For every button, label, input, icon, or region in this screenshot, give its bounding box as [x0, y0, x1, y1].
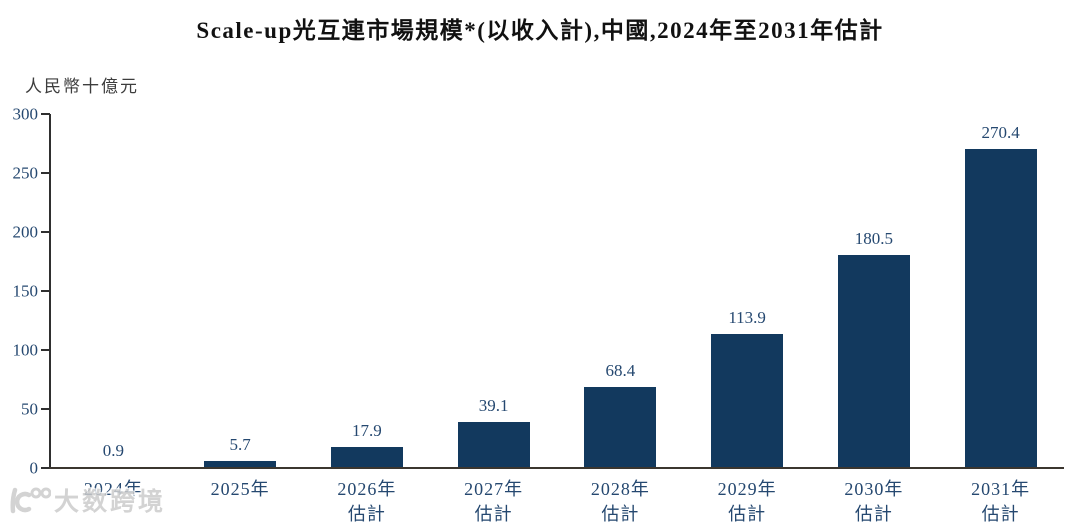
bar-value-label: 0.9	[102, 440, 124, 460]
chart-title: Scale-up光互連市場規模*(以收入計),中國,2024年至2031年估計	[196, 18, 884, 43]
chart-column: 0.9 2024年	[50, 114, 177, 499]
y-axis-unit-label: 人民幣十億元	[25, 77, 139, 96]
y-tick-mark	[41, 290, 50, 292]
y-tick-label: 150	[12, 281, 39, 301]
bar	[330, 446, 403, 468]
x-axis-category-label: 2027年 估計	[464, 479, 524, 524]
chart-column: 113.9 2029年 估計	[684, 114, 811, 524]
y-tick-label: 250	[12, 163, 39, 183]
bar-columns: 0.9 2024年 5.7 2025年 17.9 2026年 估計 39.1 2027年 估計…	[50, 114, 1064, 524]
y-tick-mark	[41, 113, 50, 115]
bar	[457, 421, 530, 468]
bar-value-label: 180.5	[854, 229, 893, 249]
y-tick-mark	[41, 349, 50, 352]
bar-value-label: 270.4	[981, 122, 1020, 142]
dashu-kuajing-logo-icon	[10, 487, 51, 514]
y-tick-label: 0	[29, 458, 39, 478]
bar	[837, 255, 910, 468]
bar	[584, 387, 657, 468]
chart-column: 39.1 2027年 估計	[430, 114, 557, 524]
y-tick-mark	[41, 172, 50, 174]
bar-value-label: 39.1	[478, 395, 509, 415]
bar-value-label: 113.9	[728, 307, 766, 327]
y-tick-label: 50	[21, 399, 38, 419]
y-tick-label: 100	[12, 340, 39, 360]
x-axis-category-label: 2030年 估計	[844, 479, 904, 524]
y-axis-line	[49, 114, 51, 469]
x-axis-category-label: 2028年 估計	[590, 479, 650, 524]
chart-column: 68.4 2028年 估計	[557, 114, 684, 524]
x-axis-line	[49, 467, 1064, 469]
bar-value-label: 17.9	[352, 420, 382, 440]
chart-column: 17.9 2026年 估計	[304, 114, 431, 524]
x-axis-category-label: 2029年 估計	[717, 479, 777, 524]
chart-column: 270.4 2031年 估計	[937, 114, 1064, 524]
chart-column: 5.7 2025年	[177, 114, 304, 499]
y-tick-label: 200	[12, 222, 39, 242]
x-axis-category-label: 2025年	[210, 479, 270, 499]
y-tick-label: 300	[12, 104, 39, 124]
bar	[711, 333, 784, 468]
chart-column: 180.5 2030年 估計	[811, 114, 938, 524]
y-tick-mark	[41, 231, 50, 234]
x-axis-category-label: 2026年 估計	[337, 479, 397, 524]
plot-area: 0.9 2024年 5.7 2025年 17.9 2026年 估計 39.1 2027年 估計…	[13, 106, 1064, 524]
y-tick-mark	[41, 408, 50, 411]
y-tick-mark	[41, 467, 50, 469]
bar	[204, 461, 277, 468]
x-axis-category-label: 2024年	[83, 479, 143, 499]
x-axis-category-label: 2031年 估計	[971, 479, 1031, 524]
bar	[964, 148, 1037, 468]
bar-value-label: 5.7	[229, 435, 251, 455]
bar-value-label: 68.4	[605, 361, 636, 381]
